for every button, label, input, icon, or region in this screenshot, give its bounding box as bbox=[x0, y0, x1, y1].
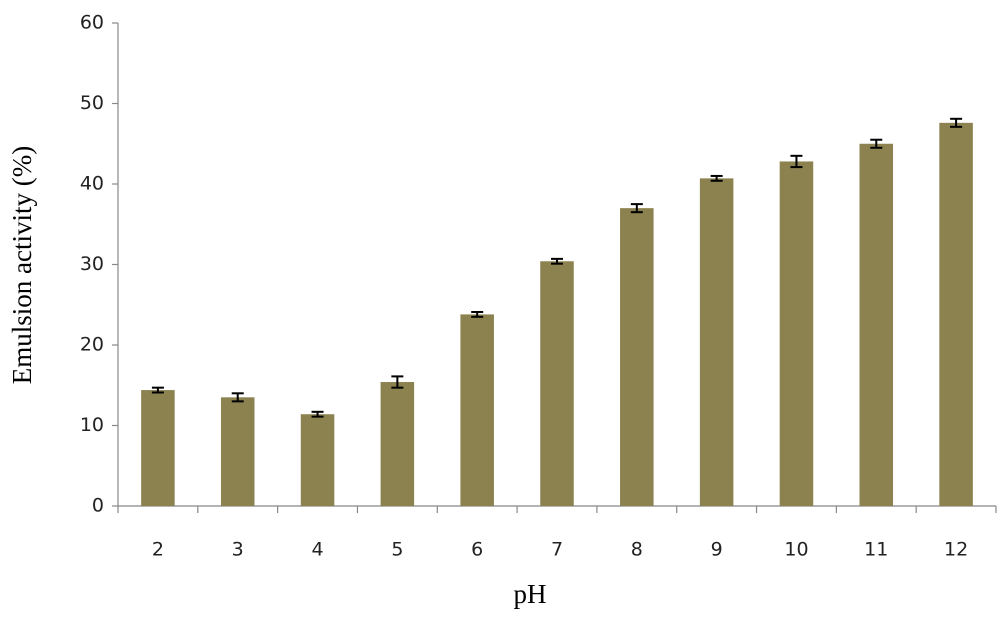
x-tick-label: 9 bbox=[711, 539, 723, 561]
x-tick-label: 2 bbox=[152, 539, 164, 561]
x-tick-label: 10 bbox=[784, 539, 808, 561]
x-tick-label: 12 bbox=[944, 539, 968, 561]
x-tick-label: 11 bbox=[864, 539, 888, 561]
bar bbox=[939, 122, 973, 506]
bar bbox=[699, 178, 734, 507]
bar bbox=[859, 143, 894, 506]
y-tick-label: 50 bbox=[80, 92, 104, 114]
x-tick-label: 7 bbox=[551, 539, 563, 561]
x-tick-label: 3 bbox=[232, 539, 244, 561]
x-tick-label: 6 bbox=[471, 539, 483, 561]
bar bbox=[540, 261, 574, 506]
y-tick-label: 30 bbox=[80, 253, 104, 275]
bar bbox=[380, 382, 415, 506]
x-axis-title: pH bbox=[514, 579, 547, 609]
x-tick-label: 5 bbox=[391, 539, 403, 561]
y-tick-label: 20 bbox=[80, 334, 104, 356]
bar bbox=[460, 314, 494, 506]
y-tick-label: 0 bbox=[92, 495, 104, 517]
bar bbox=[620, 208, 654, 506]
y-tick-label: 60 bbox=[80, 12, 104, 34]
bar bbox=[779, 161, 814, 506]
bar bbox=[141, 390, 175, 506]
y-tick-label: 40 bbox=[80, 173, 104, 195]
x-tick-label: 8 bbox=[631, 539, 643, 561]
y-axis-title: Emulsion activity (%) bbox=[7, 146, 37, 384]
bar bbox=[300, 414, 335, 506]
x-tick-label: 4 bbox=[311, 539, 323, 561]
bar bbox=[220, 397, 255, 506]
y-tick-label: 10 bbox=[80, 414, 104, 436]
